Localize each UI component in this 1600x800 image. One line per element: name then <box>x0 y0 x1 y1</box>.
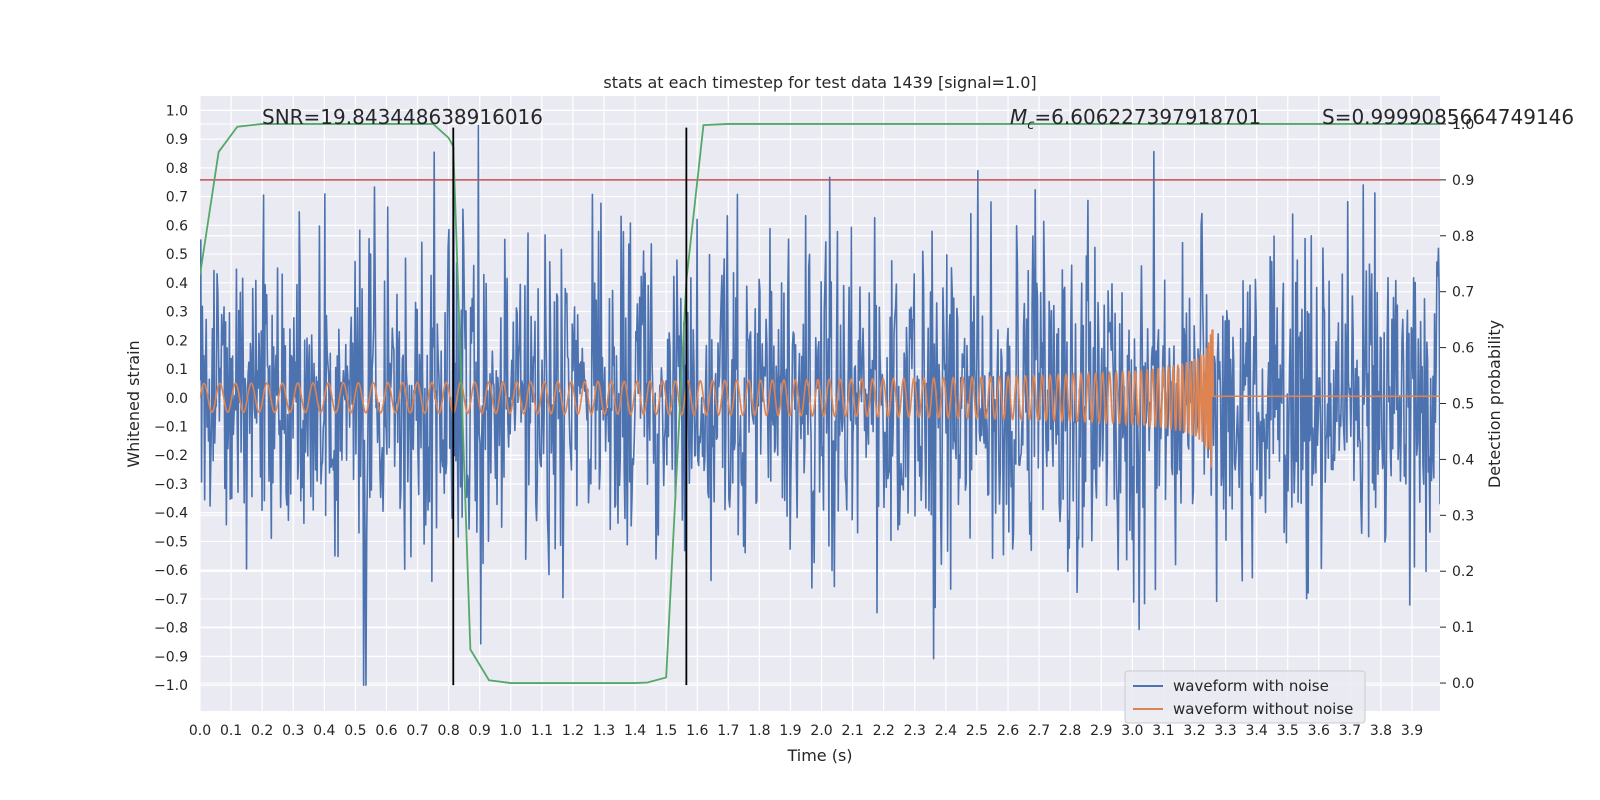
x-tick-label: 3.4 <box>1246 723 1268 739</box>
series-layer <box>200 123 1440 686</box>
right-tick-label: 0.8 <box>1452 229 1474 245</box>
x-tick-label: 0.4 <box>313 723 335 739</box>
x-tick-label: 3.6 <box>1308 723 1330 739</box>
right-tick-label: 0.5 <box>1452 397 1474 413</box>
x-tick-label: 3.9 <box>1401 723 1423 739</box>
y-axis-ticks: −1.0 −0.9 −0.8 −0.7 −0.6 −0.5 −0.4 −0.3 −0.2 −0.1… <box>154 103 188 694</box>
y-tick-label: 0.4 <box>166 276 188 292</box>
x-tick-label: 1.3 <box>593 723 615 739</box>
chirp-mass-value: =6.606227397918701 <box>1034 105 1261 129</box>
right-tick-label: 1.0 <box>1452 117 1474 133</box>
y-tick-label: 0.2 <box>166 333 188 349</box>
y-tick-label: 0.3 <box>166 305 188 321</box>
x-tick-label: 0.3 <box>282 723 304 739</box>
snr-annotation: SNR=19.843448638916016 <box>262 105 543 129</box>
y-tick-label: −0.3 <box>154 477 188 493</box>
x-tick-label: 2.4 <box>935 723 957 739</box>
x-tick-label: 2.7 <box>1028 723 1050 739</box>
y-tick-label: 0.5 <box>166 247 188 263</box>
x-tick-label: 1.6 <box>686 723 708 739</box>
chirp-mass-subscript: c <box>1027 118 1034 133</box>
y-tick-label: −1.0 <box>154 678 188 694</box>
legend-label-clean: waveform without noise <box>1173 700 1353 718</box>
chirp-mass-symbol: M <box>1010 105 1027 129</box>
x-tick-label: 1.7 <box>717 723 739 739</box>
chirp-mass-annotation: Mc=6.606227397918701 <box>1010 105 1261 133</box>
series-line-detection-probability <box>200 123 1440 684</box>
x-tick-label: 2.5 <box>966 723 988 739</box>
y-tick-label: 0.9 <box>166 132 188 148</box>
x-tick-label: 2.1 <box>841 723 863 739</box>
legend-box <box>1124 670 1366 724</box>
series-line-waveform-without-noise <box>200 329 1440 468</box>
x-tick-label: 1.2 <box>562 723 584 739</box>
y-tick-label: 0.7 <box>166 190 188 206</box>
y-tick-label: −0.9 <box>154 649 188 665</box>
right-tick-label: 0.4 <box>1452 452 1474 468</box>
x-tick-label: 0.7 <box>406 723 428 739</box>
x-tick-label: 1.0 <box>500 723 522 739</box>
x-tick-label: 3.8 <box>1370 723 1392 739</box>
x-tick-label: 0.0 <box>189 723 211 739</box>
x-tick-label: 0.9 <box>469 723 491 739</box>
x-tick-label: 0.5 <box>344 723 366 739</box>
x-tick-label: 0.8 <box>437 723 459 739</box>
y-tick-label: 0.6 <box>166 218 188 234</box>
right-tick-label: 0.0 <box>1452 676 1474 692</box>
chart-title: stats at each timestep for test data 143… <box>603 73 1036 92</box>
right-axis-label: Detection probability <box>1485 320 1504 488</box>
x-tick-label: 1.8 <box>748 723 770 739</box>
x-tick-label: 1.5 <box>655 723 677 739</box>
x-tick-label: 2.9 <box>1090 723 1112 739</box>
x-axis-label: Time (s) <box>786 746 852 765</box>
y-tick-label: −0.2 <box>154 448 188 464</box>
right-tick-label: 0.6 <box>1452 341 1474 357</box>
x-tick-label: 3.3 <box>1214 723 1236 739</box>
x-axis-ticks: 0.0 0.1 0.2 0.3 0.4 0.5 0.6 0.7 0.8 0.9 1.0 1.1 1.2 1… <box>189 723 1423 739</box>
x-tick-label: 3.2 <box>1183 723 1205 739</box>
right-tick-label: 0.1 <box>1452 620 1474 636</box>
y-tick-label: 0.0 <box>166 391 188 407</box>
y-tick-label: −0.8 <box>154 621 188 637</box>
x-tick-label: 1.4 <box>624 723 646 739</box>
right-axis-ticks: 0.0 0.1 0.2 0.3 0.4 0.5 0.6 0.7 0.8 0.9 1.0 <box>1440 117 1474 692</box>
right-tick-label: 0.9 <box>1452 173 1474 189</box>
x-tick-label: 1.1 <box>531 723 553 739</box>
x-tick-label: 3.0 <box>1121 723 1143 739</box>
x-tick-label: 3.1 <box>1152 723 1174 739</box>
series-line-waveform-with-noise <box>200 124 1440 686</box>
legend: waveform with noise waveform without noi… <box>1124 670 1366 724</box>
legend-label-noise: waveform with noise <box>1173 677 1329 695</box>
y-tick-label: 1.0 <box>166 103 188 119</box>
x-tick-label: 0.2 <box>251 723 273 739</box>
x-tick-label: 0.1 <box>220 723 242 739</box>
y-tick-label: −0.1 <box>154 419 188 435</box>
x-tick-label: 2.3 <box>904 723 926 739</box>
x-tick-label: 2.6 <box>997 723 1019 739</box>
x-tick-label: 2.8 <box>1059 723 1081 739</box>
y-tick-label: 0.1 <box>166 362 188 378</box>
right-tick-label: 0.7 <box>1452 285 1474 301</box>
x-tick-label: 1.9 <box>779 723 801 739</box>
y-tick-label: −0.7 <box>154 592 188 608</box>
y-tick-label: −0.6 <box>154 563 188 579</box>
right-tick-label: 0.3 <box>1452 508 1474 524</box>
x-tick-label: 2.0 <box>810 723 832 739</box>
x-tick-label: 2.2 <box>873 723 895 739</box>
x-tick-label: 3.7 <box>1339 723 1361 739</box>
x-tick-label: 3.5 <box>1277 723 1299 739</box>
right-tick-label: 0.2 <box>1452 564 1474 580</box>
x-tick-label: 0.6 <box>375 723 397 739</box>
y-tick-label: 0.8 <box>166 161 188 177</box>
y-tick-label: −0.4 <box>154 506 188 522</box>
score-annotation: S=0.9999085664749146 <box>1322 105 1574 129</box>
y-tick-label: −0.5 <box>154 534 188 550</box>
y-axis-label: Whitened strain <box>124 340 143 467</box>
